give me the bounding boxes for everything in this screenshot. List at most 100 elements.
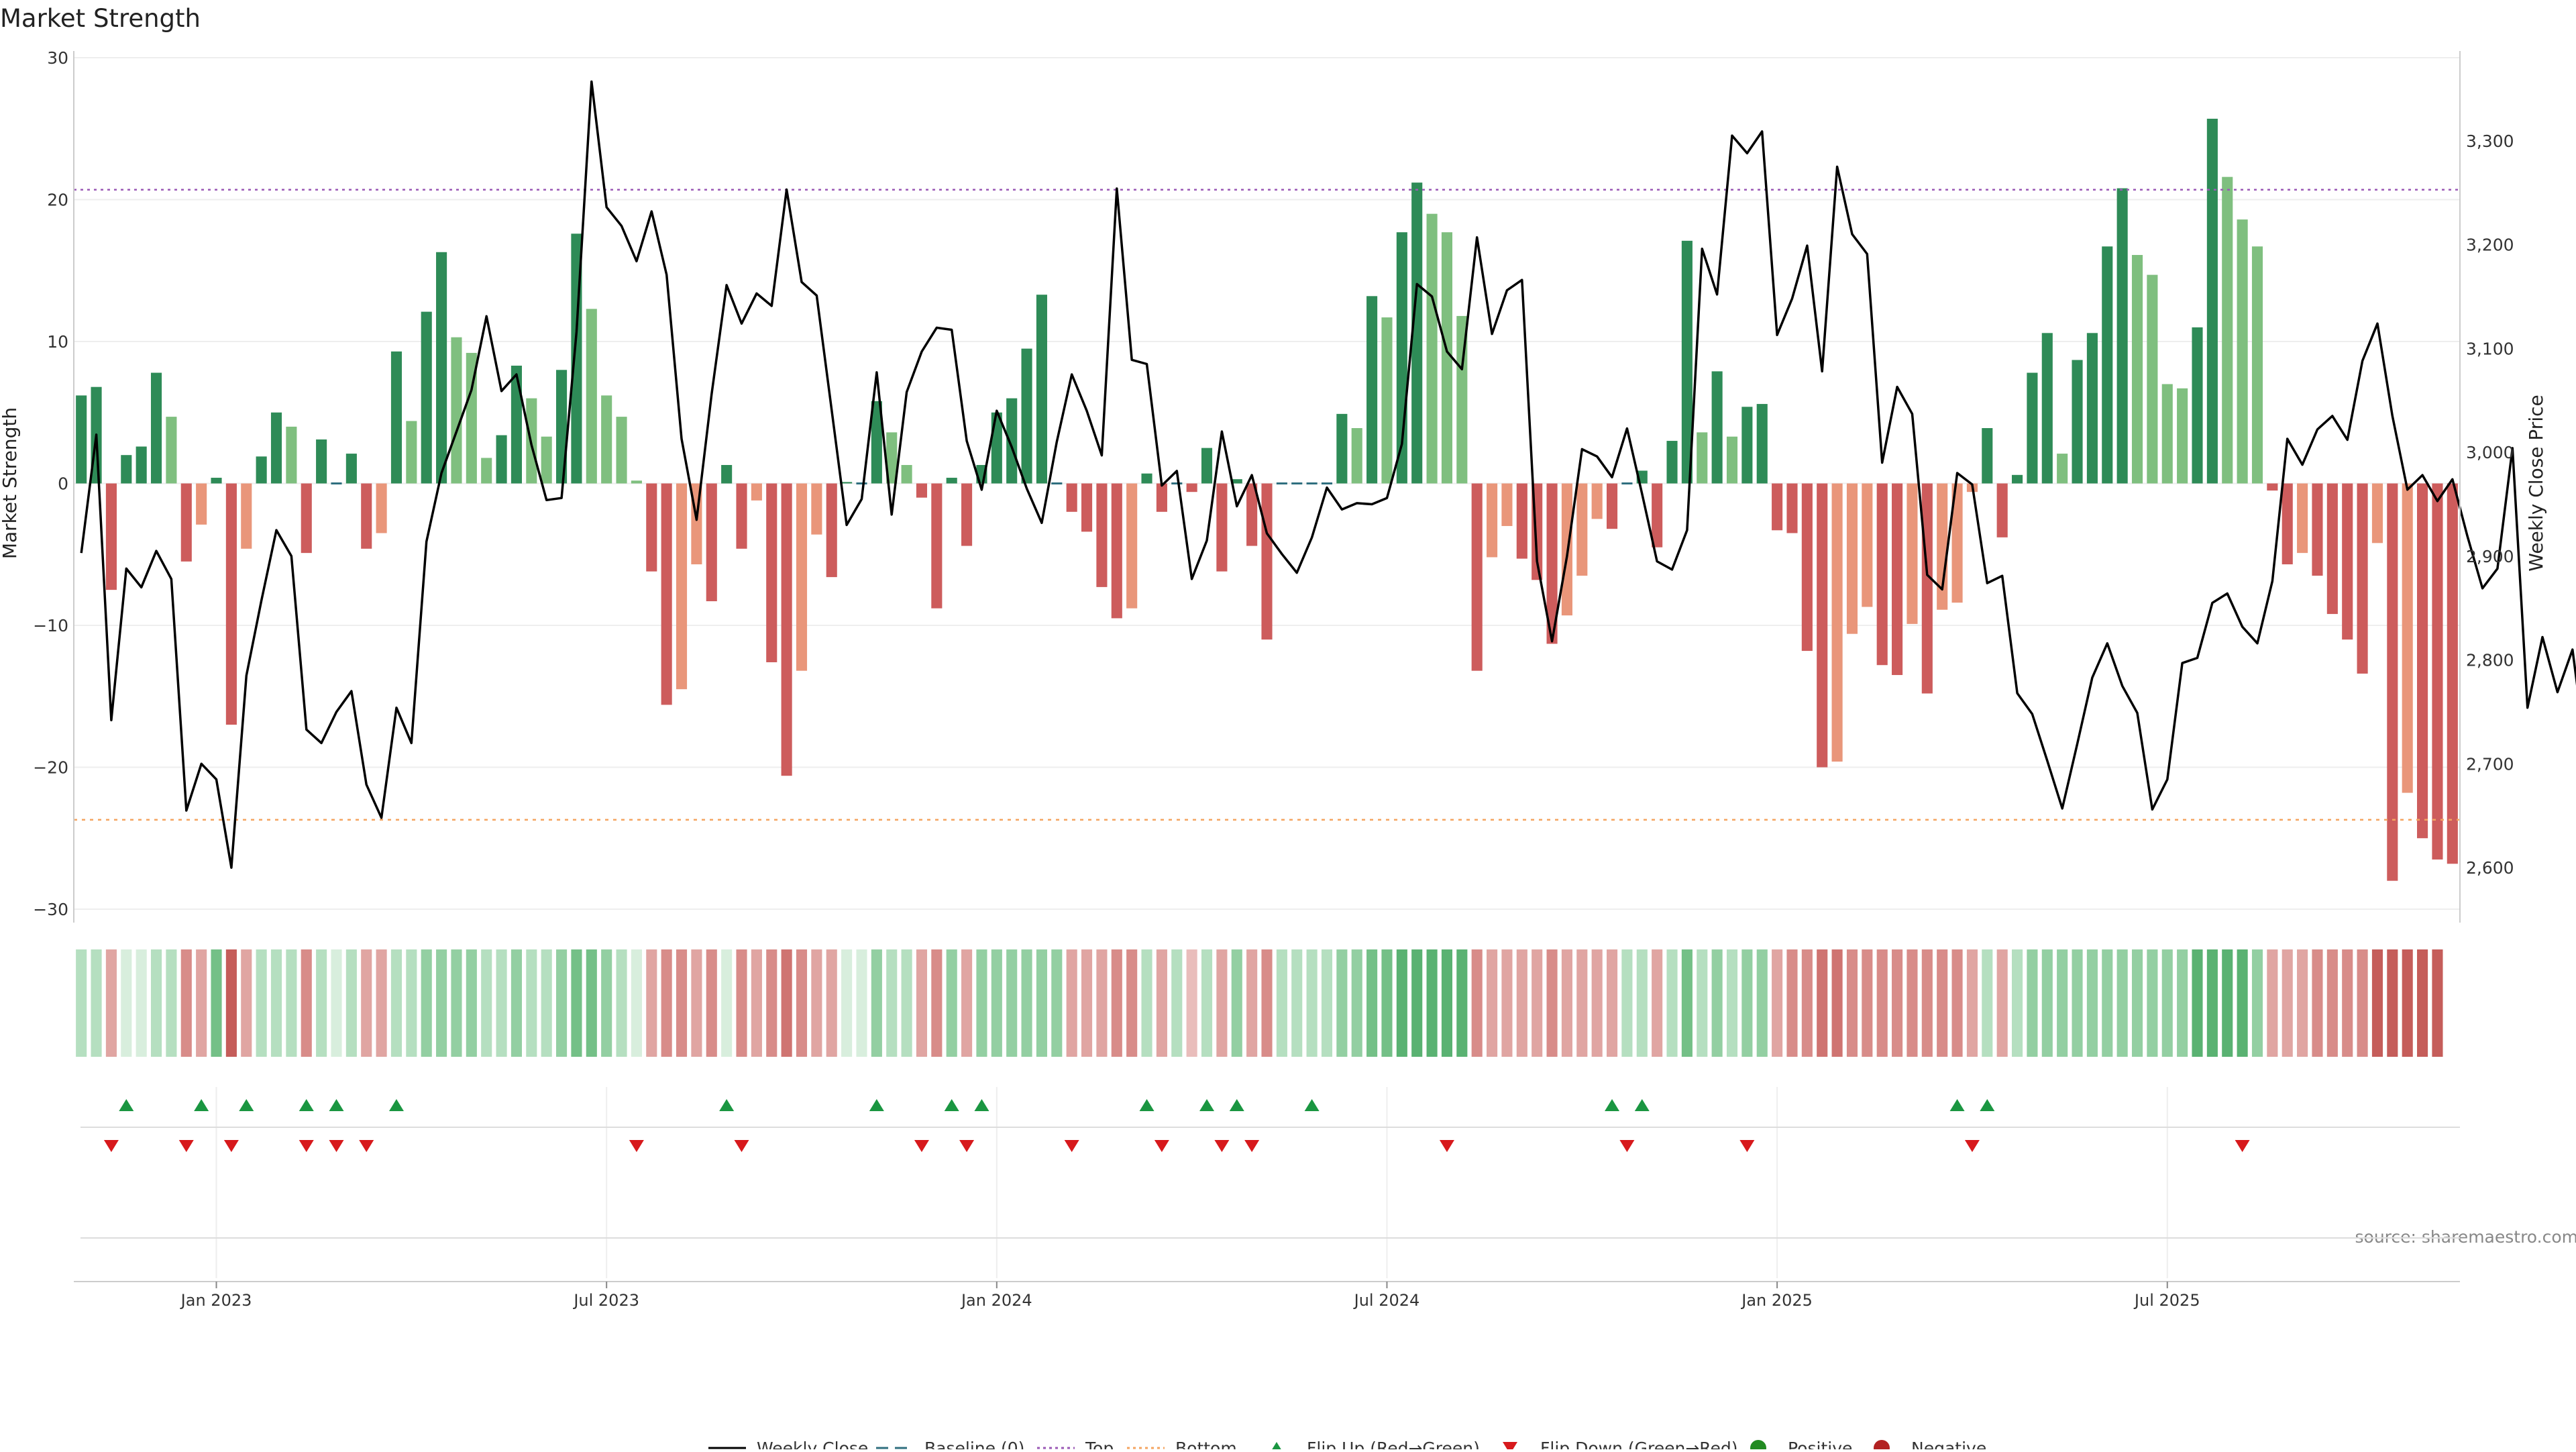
strip-cell bbox=[121, 949, 131, 1057]
strip-cell bbox=[2147, 949, 2157, 1057]
strength-bar bbox=[2297, 484, 2308, 554]
strength-bar bbox=[2267, 484, 2277, 491]
strip-cell bbox=[151, 949, 162, 1057]
strip-cell bbox=[436, 949, 447, 1057]
strength-bar bbox=[1126, 484, 1137, 609]
strength-bar bbox=[2387, 484, 2398, 881]
legend-key bbox=[1750, 1440, 1766, 1449]
strength-bar bbox=[436, 252, 447, 484]
source-credit: source: sharemaestro.com bbox=[2355, 1227, 2576, 1247]
flip-up-marker bbox=[119, 1099, 133, 1111]
flip-up-marker bbox=[719, 1099, 734, 1111]
flip-down-marker bbox=[1619, 1140, 1634, 1152]
legend-key bbox=[1269, 1442, 1284, 1449]
flip-down-marker bbox=[629, 1140, 644, 1152]
strength-bar bbox=[1727, 437, 1737, 484]
strength-bar bbox=[1187, 484, 1197, 492]
strength-bar bbox=[1336, 414, 1347, 484]
x-tick-label: Jan 2023 bbox=[180, 1291, 252, 1310]
flip-down-marker bbox=[1155, 1140, 1169, 1152]
strength-bar bbox=[2447, 484, 2458, 864]
strip-cell bbox=[766, 949, 777, 1057]
strip-cell bbox=[1952, 949, 1963, 1057]
strip-cell bbox=[1067, 949, 1077, 1057]
strip-cell bbox=[1757, 949, 1768, 1057]
strength-bar bbox=[2192, 327, 2202, 484]
strength-bar bbox=[782, 484, 792, 776]
strength-bar bbox=[1757, 404, 1768, 483]
strip-cell bbox=[106, 949, 117, 1057]
strength-bar bbox=[541, 437, 552, 484]
strip-cell bbox=[1442, 949, 1452, 1057]
legend-label: Negative bbox=[1911, 1439, 1986, 1449]
strip-cell bbox=[2117, 949, 2128, 1057]
flip-up-marker bbox=[1140, 1099, 1155, 1111]
strip-cell bbox=[1081, 949, 1092, 1057]
strength-bar bbox=[931, 484, 942, 609]
strength-bar bbox=[2432, 484, 2443, 860]
strip-cell bbox=[316, 949, 327, 1057]
strength-bar bbox=[271, 413, 282, 484]
strength-bar bbox=[1607, 484, 1617, 529]
strength-bar bbox=[2087, 333, 2098, 483]
strip-cell bbox=[91, 949, 102, 1057]
strip-cell bbox=[1997, 949, 2008, 1057]
flip-up-marker bbox=[974, 1099, 989, 1111]
y-tick-left: 30 bbox=[47, 48, 68, 68]
flip-down-marker bbox=[1214, 1140, 1229, 1152]
strength-bar bbox=[1081, 484, 1092, 532]
flip-down-marker bbox=[1965, 1140, 1980, 1152]
strength-bar bbox=[241, 484, 252, 549]
flip-down-marker bbox=[329, 1140, 343, 1152]
strength-bar bbox=[2342, 484, 2353, 640]
strip-cell bbox=[391, 949, 402, 1057]
legend-label: Bottom bbox=[1175, 1439, 1237, 1449]
strength-bar bbox=[1442, 232, 1452, 483]
strip-cell bbox=[466, 949, 477, 1057]
y-tick-right: 2,900 bbox=[2466, 547, 2514, 566]
strip-cell bbox=[1922, 949, 1933, 1057]
strip-cell bbox=[2207, 949, 2218, 1057]
y-tick-right: 3,300 bbox=[2466, 132, 2514, 151]
strength-bar bbox=[136, 447, 147, 484]
strip-cell bbox=[2387, 949, 2398, 1057]
flip-down-marker bbox=[914, 1140, 929, 1152]
strip-cell bbox=[2177, 949, 2188, 1057]
strip-cell bbox=[661, 949, 672, 1057]
strip-cell bbox=[706, 949, 717, 1057]
strip-cell bbox=[2252, 949, 2263, 1057]
strip-cell bbox=[2267, 949, 2277, 1057]
y-axis-label-right: Weekly Close Price bbox=[2525, 395, 2547, 571]
strip-cell bbox=[2057, 949, 2068, 1057]
flip-up-marker bbox=[1635, 1099, 1650, 1111]
strip-cell bbox=[886, 949, 897, 1057]
strip-cell bbox=[1862, 949, 1872, 1057]
strength-bar bbox=[1487, 484, 1497, 558]
flip-down-marker bbox=[104, 1140, 119, 1152]
strip-cell bbox=[871, 949, 882, 1057]
strip-cell bbox=[1697, 949, 1707, 1057]
strength-bar bbox=[826, 484, 837, 578]
legend-label: Positive bbox=[1788, 1439, 1852, 1449]
strength-bar bbox=[947, 478, 957, 483]
strip-cell bbox=[1666, 949, 1677, 1057]
strength-bar bbox=[166, 417, 176, 483]
strip-cell bbox=[541, 949, 552, 1057]
strength-bar bbox=[1817, 484, 1827, 768]
legend-label: Top bbox=[1085, 1439, 1114, 1449]
strength-bar bbox=[1652, 484, 1662, 548]
strip-cell bbox=[451, 949, 462, 1057]
strip-cell bbox=[1112, 949, 1122, 1057]
strip-cell bbox=[1546, 949, 1557, 1057]
strip-cell bbox=[856, 949, 867, 1057]
flip-down-marker bbox=[735, 1140, 749, 1152]
strength-bar bbox=[2372, 484, 2383, 543]
strength-bar bbox=[76, 395, 87, 483]
strength-bar bbox=[661, 484, 672, 705]
strength-bar bbox=[676, 484, 687, 690]
y-tick-right: 3,000 bbox=[2466, 443, 2514, 462]
flip-down-marker bbox=[224, 1140, 239, 1152]
strip-cell bbox=[1517, 949, 1527, 1057]
strength-bar bbox=[316, 439, 327, 484]
